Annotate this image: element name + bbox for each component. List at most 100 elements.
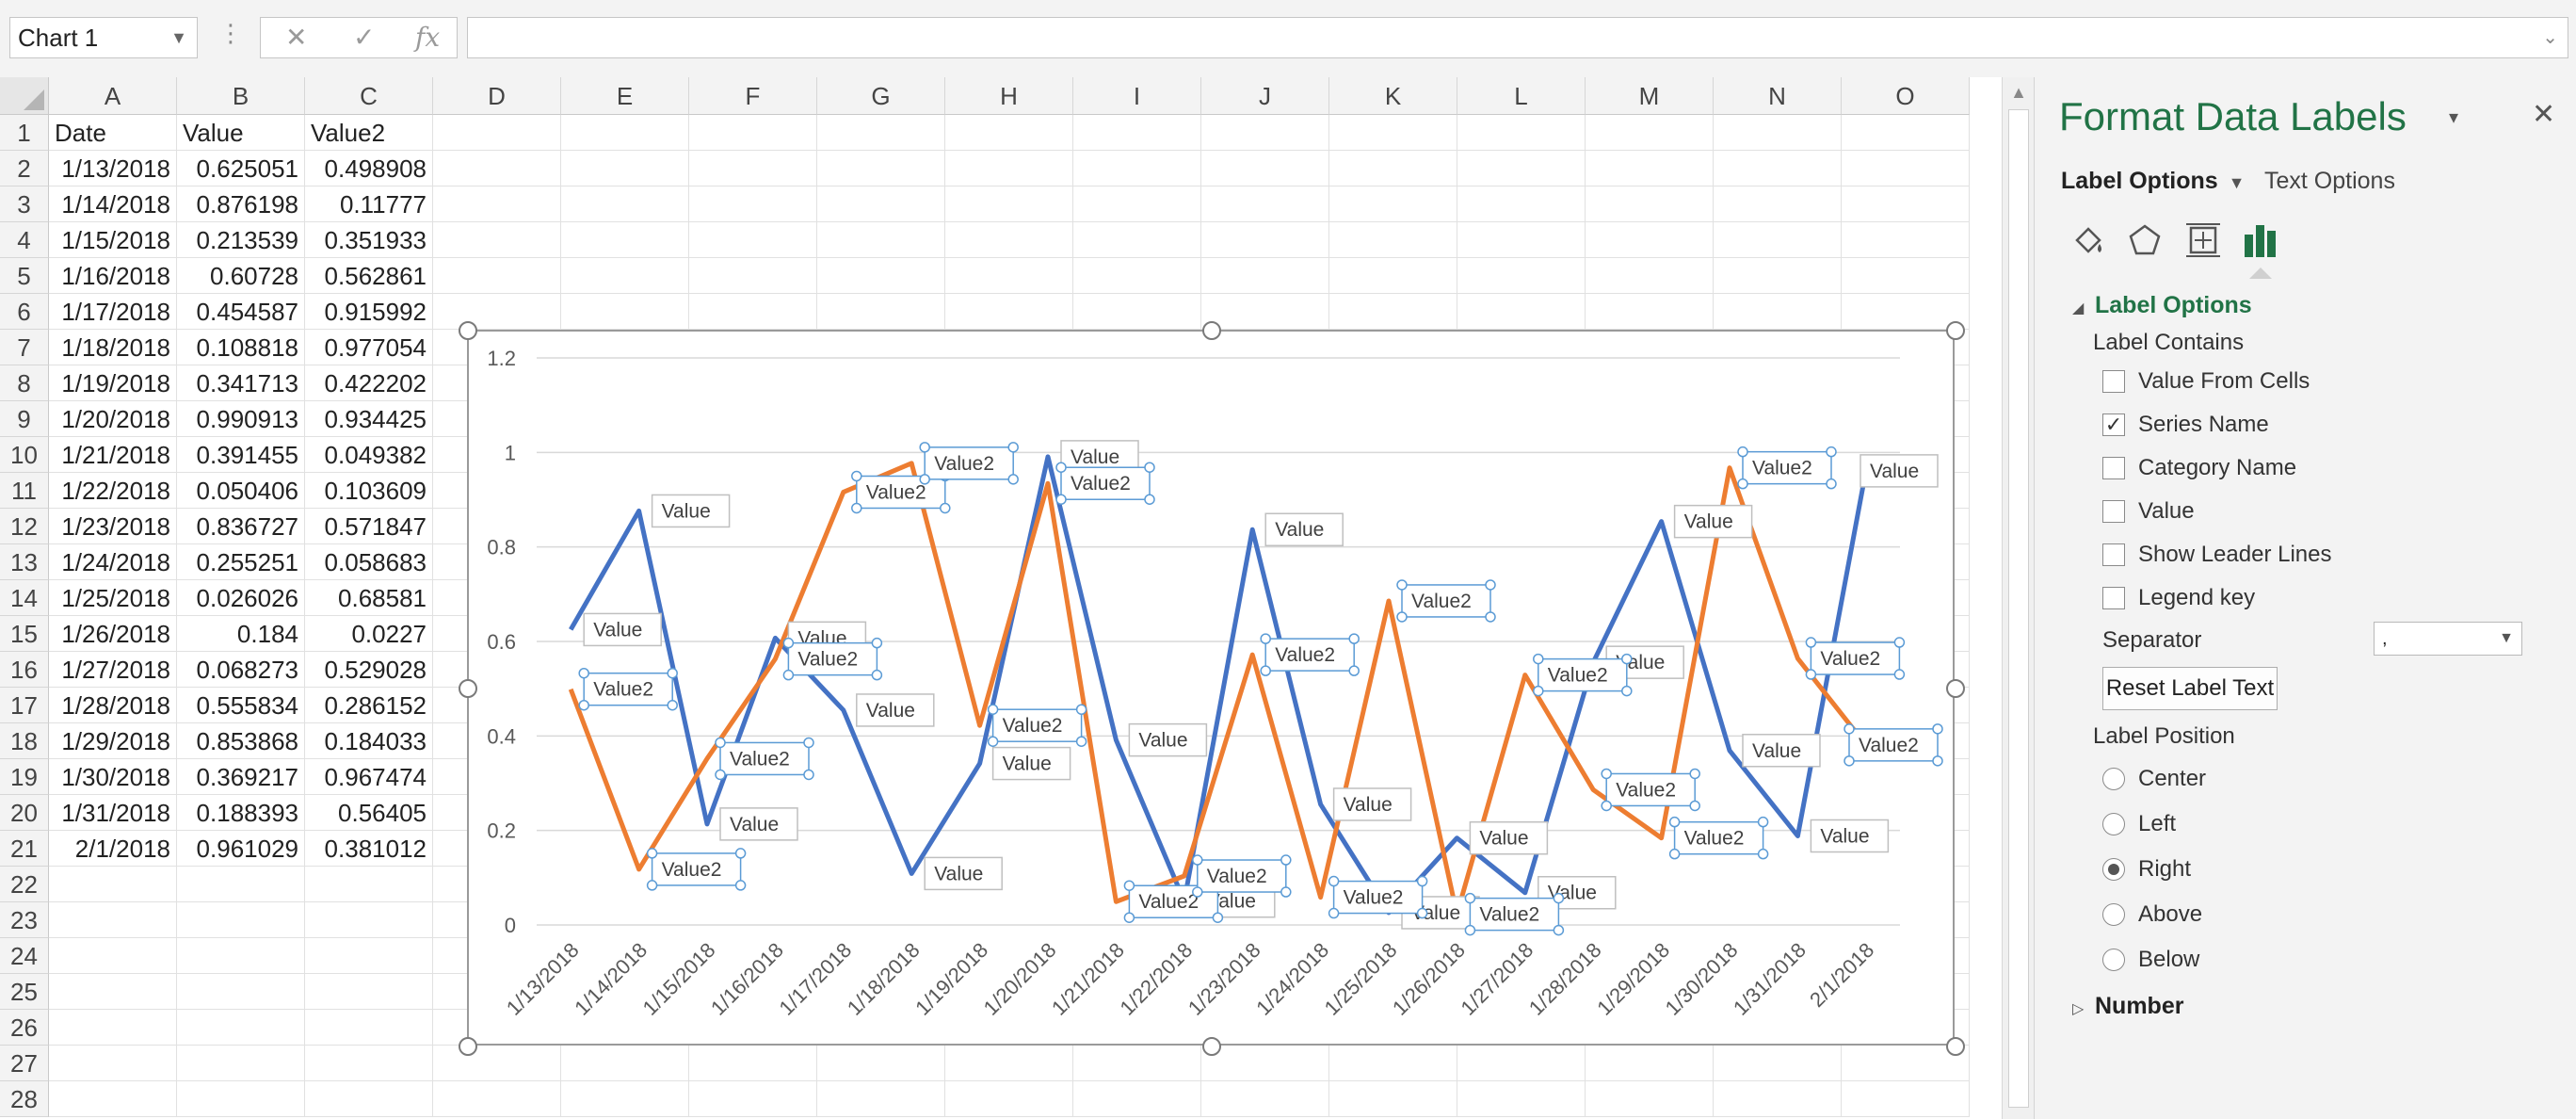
cell[interactable]: 0.184033 <box>305 723 433 759</box>
row-header[interactable]: 9 <box>0 401 49 437</box>
label-handle[interactable] <box>1843 755 1855 767</box>
radio[interactable] <box>2102 813 2125 835</box>
resize-handle[interactable] <box>1946 1037 1965 1056</box>
cell[interactable] <box>1329 1081 1457 1117</box>
cell[interactable] <box>1714 294 1842 330</box>
cell[interactable] <box>561 151 689 186</box>
label-handle[interactable] <box>1737 446 1748 458</box>
cell[interactable] <box>1457 258 1586 294</box>
column-header[interactable]: F <box>689 77 817 115</box>
label-handle[interactable] <box>782 669 795 681</box>
cell[interactable] <box>433 294 561 330</box>
row-header[interactable]: 22 <box>0 867 49 902</box>
cell[interactable] <box>305 1081 433 1117</box>
more-options-icon[interactable]: ⋮ <box>218 19 243 47</box>
row-header[interactable]: 10 <box>0 437 49 473</box>
cell[interactable] <box>817 151 945 186</box>
cell[interactable] <box>1457 186 1586 222</box>
cell[interactable] <box>561 1081 689 1117</box>
cell[interactable]: 0.108818 <box>177 330 305 365</box>
cell[interactable] <box>1457 294 1586 330</box>
cell[interactable]: 0.454587 <box>177 294 305 330</box>
cell[interactable] <box>1842 222 1970 258</box>
column-header[interactable]: H <box>945 77 1073 115</box>
label-options-section[interactable]: ◢ Label Options <box>2072 292 2252 319</box>
data-label[interactable]: Value2 <box>1260 633 1360 676</box>
column-header[interactable]: L <box>1457 77 1586 115</box>
cell[interactable] <box>1842 151 1970 186</box>
vertical-scrollbar[interactable]: ▲ <box>2002 77 2034 1119</box>
cell[interactable] <box>945 186 1073 222</box>
cell[interactable] <box>1073 258 1201 294</box>
label-handle[interactable] <box>734 880 747 891</box>
cell[interactable] <box>1329 222 1457 258</box>
data-label[interactable]: Value <box>651 494 731 528</box>
cell[interactable] <box>177 974 305 1010</box>
cell[interactable] <box>1457 115 1586 151</box>
cell[interactable] <box>1842 1081 1970 1117</box>
cell[interactable] <box>817 186 945 222</box>
series-line-value[interactable] <box>569 454 1869 916</box>
cell[interactable]: 1/25/2018 <box>49 580 177 616</box>
data-label[interactable]: Value2 <box>919 442 1019 485</box>
radio[interactable] <box>2102 949 2125 971</box>
cell[interactable] <box>305 867 433 902</box>
cell[interactable]: 0.026026 <box>177 580 305 616</box>
cell[interactable] <box>945 1046 1073 1081</box>
scroll-up-icon[interactable]: ▲ <box>2010 83 2027 102</box>
data-label[interactable]: Value <box>924 856 1003 891</box>
data-label[interactable]: Value <box>1128 722 1208 757</box>
cell[interactable] <box>817 258 945 294</box>
cell[interactable]: 0.351933 <box>305 222 433 258</box>
label-handle[interactable] <box>1601 800 1612 812</box>
cell[interactable]: 1/21/2018 <box>49 437 177 473</box>
cell[interactable] <box>689 151 817 186</box>
row-header[interactable]: 12 <box>0 509 49 544</box>
cell[interactable] <box>1586 222 1714 258</box>
label-handle[interactable] <box>1280 886 1292 898</box>
cell[interactable] <box>1714 186 1842 222</box>
column-header[interactable]: N <box>1714 77 1842 115</box>
cell[interactable] <box>49 867 177 902</box>
label-handle[interactable] <box>1932 723 1943 735</box>
cell[interactable] <box>945 115 1073 151</box>
label-handle[interactable] <box>782 637 795 649</box>
row-header[interactable]: 27 <box>0 1046 49 1081</box>
chevron-down-icon[interactable]: ▼ <box>2499 630 2514 646</box>
data-label[interactable]: Value2 <box>1464 892 1565 936</box>
cell[interactable]: 0.498908 <box>305 151 433 186</box>
name-box[interactable]: Chart 1 ▼ <box>9 17 198 58</box>
scroll-thumb[interactable] <box>2008 109 2029 1108</box>
data-label[interactable]: Value <box>991 746 1071 781</box>
row-header[interactable]: 3 <box>0 186 49 222</box>
cell[interactable] <box>1714 1081 1842 1117</box>
chevron-down-icon[interactable]: ▼ <box>170 28 187 47</box>
close-icon[interactable]: ✕ <box>2532 99 2556 130</box>
cell[interactable] <box>433 115 561 151</box>
cell[interactable] <box>177 902 305 938</box>
label-handle[interactable] <box>940 502 951 514</box>
enter-icon[interactable]: ✓ <box>353 23 376 52</box>
row-header[interactable]: 18 <box>0 723 49 759</box>
resize-handle[interactable] <box>459 1037 477 1056</box>
cell[interactable] <box>945 1081 1073 1117</box>
label-handle[interactable] <box>1533 685 1544 697</box>
cell[interactable] <box>1842 115 1970 151</box>
label-handle[interactable] <box>1055 462 1067 473</box>
cell[interactable] <box>49 938 177 974</box>
cell[interactable] <box>177 867 305 902</box>
cell[interactable]: 0.625051 <box>177 151 305 186</box>
row-header[interactable]: 28 <box>0 1081 49 1117</box>
expand-formula-icon[interactable]: ⌄ <box>2542 27 2558 48</box>
cell[interactable]: Value2 <box>305 115 433 151</box>
cell[interactable] <box>1586 151 1714 186</box>
cell[interactable] <box>561 115 689 151</box>
cell[interactable] <box>49 902 177 938</box>
cell[interactable] <box>1201 258 1329 294</box>
data-label[interactable]: Value <box>1264 512 1344 546</box>
cell[interactable] <box>817 294 945 330</box>
cell[interactable]: 0.341713 <box>177 365 305 401</box>
cell[interactable]: Value <box>177 115 305 151</box>
cell[interactable]: 0.555834 <box>177 688 305 723</box>
cell[interactable] <box>1457 1046 1586 1081</box>
